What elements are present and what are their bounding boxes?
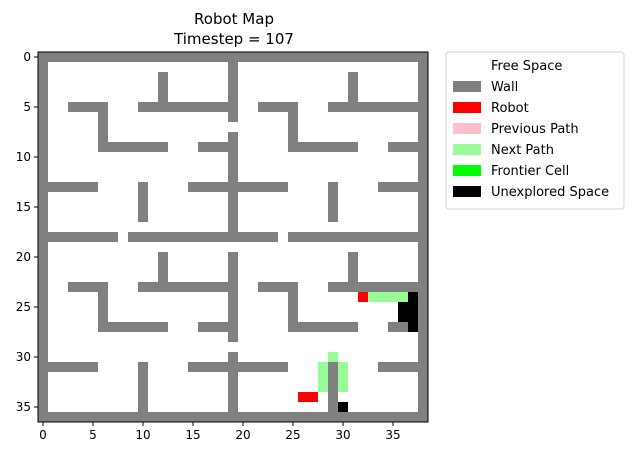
y-tick-label: 15 — [16, 200, 31, 214]
x-tick-label: 20 — [235, 428, 250, 442]
wall-cell-block — [138, 362, 148, 412]
wall-cell-block — [188, 362, 288, 372]
x-axis: 0 5 10 15 20 25 30 35 — [39, 422, 401, 442]
x-tick-label: 35 — [385, 428, 400, 442]
x-tick-label: 25 — [285, 428, 300, 442]
robot-cell-block — [358, 292, 368, 302]
legend-swatch-robot — [453, 102, 481, 113]
wall-cell-block — [98, 142, 168, 152]
legend-swatch-unexplored — [453, 186, 481, 197]
y-axis: 0 5 10 15 20 25 30 35 — [16, 50, 38, 414]
wall-cell-block — [378, 362, 418, 372]
legend-swatch-frontier — [453, 165, 481, 176]
y-tick-label: 5 — [23, 100, 31, 114]
wall-cell-block — [328, 102, 418, 112]
next-path-cell-block — [318, 362, 328, 392]
wall-cell-block — [38, 232, 118, 242]
legend-swatch-free — [453, 60, 481, 71]
x-tick-label: 15 — [185, 428, 200, 442]
legend-label-unexplored: Unexplored Space — [491, 185, 609, 200]
wall-cell-block — [388, 322, 418, 332]
y-tick-label: 0 — [23, 50, 31, 64]
wall-cell-block — [228, 252, 238, 342]
unexplored-cell-block — [338, 402, 348, 412]
wall-cell-block — [188, 182, 288, 192]
wall-cell-block — [138, 282, 228, 292]
wall-cell-block — [258, 282, 288, 292]
legend-label-robot: Robot — [491, 101, 529, 116]
legend-label-wall: Wall — [491, 80, 518, 95]
robot-cell-block — [298, 392, 318, 402]
wall-cell-block — [328, 362, 338, 412]
y-tick-label: 10 — [16, 150, 31, 164]
legend-box — [445, 51, 625, 210]
wall-cell-block — [228, 352, 238, 422]
wall-cell-block — [288, 232, 428, 242]
wall-cell-block — [288, 322, 358, 332]
wall-cell-block — [378, 182, 418, 192]
wall-cell-block — [228, 52, 238, 122]
x-tick-label: 10 — [135, 428, 150, 442]
legend-label-frontier: Frontier Cell — [491, 164, 569, 179]
unexplored-cell-block — [398, 302, 408, 322]
map-plot-area — [37, 51, 429, 423]
chart-title: Robot Map — [194, 10, 274, 28]
y-tick-label: 25 — [16, 300, 31, 314]
wall-cell-block — [328, 182, 338, 222]
wall-cell-block — [348, 252, 358, 282]
chart-subtitle: Timestep = 107 — [173, 30, 294, 48]
y-tick-label: 35 — [16, 400, 31, 414]
wall-cell-block — [98, 102, 108, 152]
wall-cell-block — [198, 142, 228, 152]
legend-swatch-wall — [453, 81, 481, 92]
wall-cell-block — [38, 362, 98, 372]
next-path-cell-block — [328, 352, 338, 362]
wall-cell-block — [288, 282, 298, 332]
wall-cell-block — [158, 252, 168, 282]
legend-label-next-path: Next Path — [491, 143, 554, 158]
wall-cell-block — [198, 322, 228, 332]
legend-label-free: Free Space — [491, 59, 562, 74]
y-tick-label: 30 — [16, 350, 31, 364]
wall-cell-block — [98, 282, 108, 332]
wall-cell-block — [388, 142, 418, 152]
map-cells — [38, 52, 428, 422]
plot-frame — [37, 51, 429, 423]
legend: Free Space Wall Robot Previous Path Next Pat… — [445, 51, 625, 210]
unexplored-cell-block — [408, 292, 418, 332]
wall-cell-block — [138, 182, 148, 222]
wall-cell-block — [38, 182, 98, 192]
x-tick-label: 0 — [39, 428, 47, 442]
wall-cell-block — [138, 102, 228, 112]
wall-cell-block — [328, 282, 418, 292]
wall-cell-block — [348, 72, 358, 102]
next-path-cell-block — [368, 292, 408, 302]
x-tick-label: 30 — [335, 428, 350, 442]
wall-cell-block — [258, 102, 288, 112]
wall-cell-block — [68, 282, 108, 292]
wall-cell-block — [68, 102, 108, 112]
legend-swatch-previous-path — [453, 123, 481, 134]
wall-cell-block — [288, 142, 358, 152]
y-tick-label: 20 — [16, 250, 31, 264]
legend-label-previous-path: Previous Path — [491, 122, 579, 137]
x-tick-label: 5 — [89, 428, 97, 442]
next-path-cell-block — [338, 362, 348, 392]
wall-cell-block — [128, 232, 278, 242]
wall-cell-block — [158, 72, 168, 102]
wall-cell-block — [98, 322, 168, 332]
wall-cell-block — [288, 102, 298, 152]
legend-swatch-next-path — [453, 144, 481, 155]
